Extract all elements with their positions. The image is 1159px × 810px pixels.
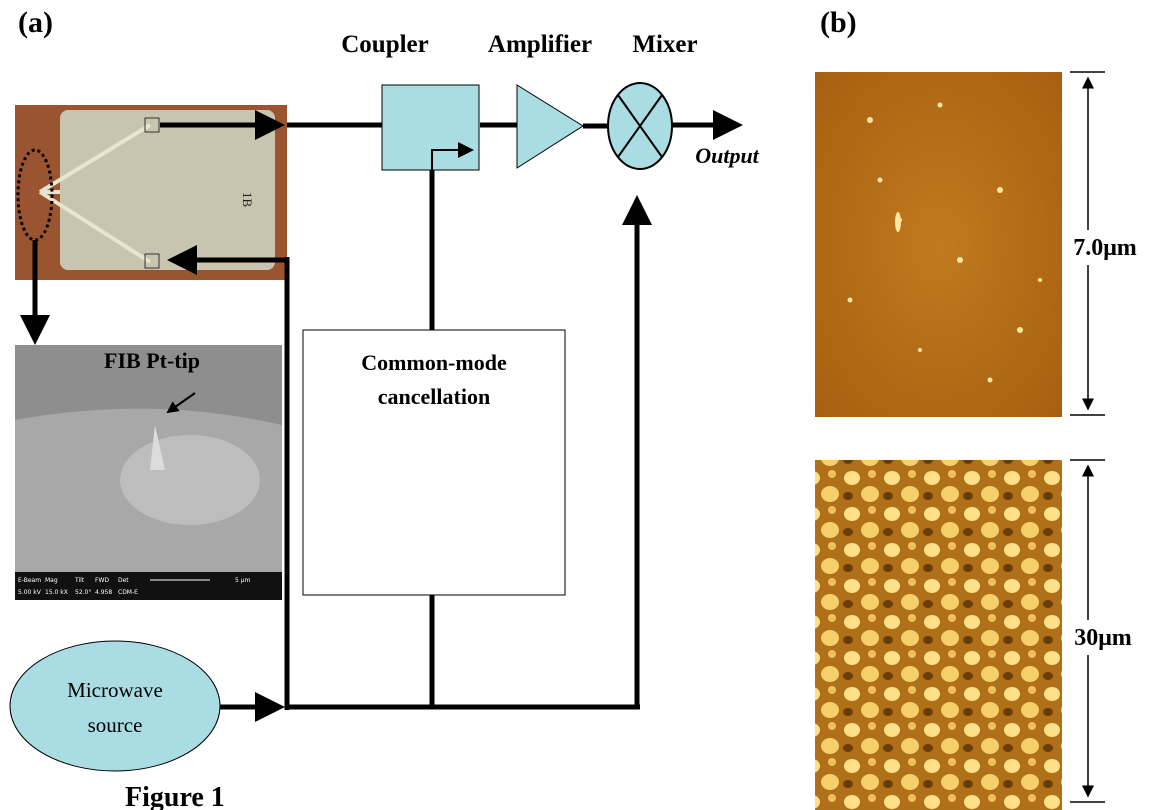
chip-label: 1B [240, 192, 255, 208]
caption: Figure 1 [125, 782, 225, 810]
sem-info-text: Det [118, 577, 129, 584]
pad [144, 253, 160, 269]
afm-particles [847, 102, 1042, 383]
block-label: Amplifier [488, 31, 592, 58]
sem-title: FIB Pt-tip [104, 348, 200, 373]
scale-bars [1070, 71, 1105, 803]
chip-plate [60, 110, 275, 270]
block-text: Common-mode [361, 350, 507, 375]
panel-b: (b) 7.0μm 30μm [815, 6, 1137, 810]
sem-info-bar [15, 572, 282, 600]
sem-arrow [166, 392, 196, 414]
panel-label: (a) [18, 6, 53, 39]
panel-a: (a) Coupler Amplifier Mixer 1B FIB Pt-ti… [9, 6, 760, 810]
afm-image [815, 72, 1062, 417]
afm-texture [815, 460, 1062, 810]
scale-label: 30μm [1074, 625, 1132, 651]
sem-info-text: CDM-E [118, 589, 138, 596]
sem-info-text: 52.0° [75, 589, 91, 596]
block-text: cancellation [378, 384, 490, 409]
block-label: Coupler [341, 31, 429, 58]
common-mode-box [302, 329, 566, 596]
pad [144, 117, 160, 133]
source [9, 640, 221, 772]
panel-label: (b) [820, 6, 857, 39]
sem-info-text: 15.0 kX [45, 589, 68, 596]
scale-label: 7.0μm [1073, 235, 1137, 261]
block-label: Mixer [632, 31, 697, 58]
source-text: source [88, 713, 143, 737]
sem-info-text: FWD [95, 577, 109, 584]
coupler-box [381, 84, 480, 171]
sem-info: E-Beam Mag Tilt FWD Det 5.00 kV 15.0 kX … [18, 577, 251, 596]
sem-structure [120, 435, 260, 525]
tip-highlight [16, 148, 54, 242]
coupler-arrow [431, 142, 474, 170]
sem-info-text: Tilt [74, 577, 85, 584]
sem-info-text: 5 μm [235, 577, 251, 584]
mixer-cross [617, 94, 663, 158]
amplifier [516, 84, 584, 169]
sem-info-text: E-Beam [18, 577, 41, 584]
sem-info-text: 4.958 [95, 589, 112, 596]
sem-tip [150, 425, 165, 470]
wires [160, 110, 743, 722]
source-text: Microwave [67, 678, 163, 702]
sem-info-text: Mag [45, 577, 58, 584]
output-label: Output [695, 143, 759, 168]
sem-info-text: 5.00 kV [18, 589, 42, 596]
chip-trace [38, 123, 152, 264]
